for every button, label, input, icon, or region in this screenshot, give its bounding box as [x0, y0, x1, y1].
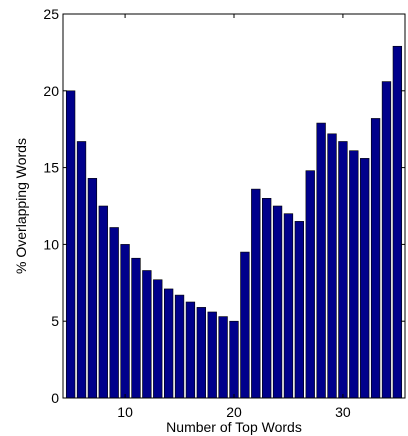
bar-35 [392, 45, 403, 399]
bar-24 [272, 205, 283, 399]
bar-23 [262, 198, 272, 399]
bar-7 [87, 178, 98, 399]
bar-25 [283, 213, 294, 399]
x-tick-label-30: 30 [335, 404, 351, 420]
y-tick-label-20: 20 [43, 83, 59, 99]
bar-5 [65, 90, 76, 399]
y-tick-label-10: 10 [43, 236, 59, 252]
bar-16 [185, 301, 196, 399]
x-axis-title: Number of Top Words [166, 419, 302, 435]
bar-28 [316, 122, 326, 399]
bar-32 [360, 158, 370, 399]
bar-27 [305, 170, 315, 399]
bar-13 [153, 279, 163, 399]
bar-12 [142, 270, 152, 399]
bar-20 [229, 320, 239, 399]
bar-22 [251, 188, 261, 399]
bar-31 [349, 150, 359, 399]
bar-26 [294, 221, 304, 399]
y-tick-label-5: 5 [51, 313, 59, 329]
bar-14 [163, 288, 174, 399]
bar-6 [76, 141, 87, 399]
x-tick-label-20: 20 [226, 404, 242, 420]
ticks-group: 0 5 10 15 20 25 10 20 30 [43, 6, 405, 420]
bar-29 [327, 133, 337, 399]
y-tick-label-0: 0 [51, 390, 59, 406]
bar-33 [370, 118, 381, 399]
bar-21 [240, 251, 250, 399]
y-axis-title: % Overlapping Words [13, 138, 29, 274]
bar-11 [131, 257, 141, 399]
bar-19 [218, 316, 228, 399]
x-tick-label-10: 10 [117, 404, 133, 420]
y-tick-label-15: 15 [43, 160, 59, 176]
bar-10 [120, 244, 130, 399]
plot-frame [62, 13, 406, 399]
bar-8 [98, 205, 108, 399]
bar-18 [207, 311, 217, 399]
y-tick-label-25: 25 [43, 6, 59, 22]
bar-9 [109, 227, 119, 399]
bar-15 [174, 294, 185, 399]
bar-30 [338, 141, 348, 399]
bar-17 [196, 307, 206, 399]
bar-34 [381, 81, 392, 399]
